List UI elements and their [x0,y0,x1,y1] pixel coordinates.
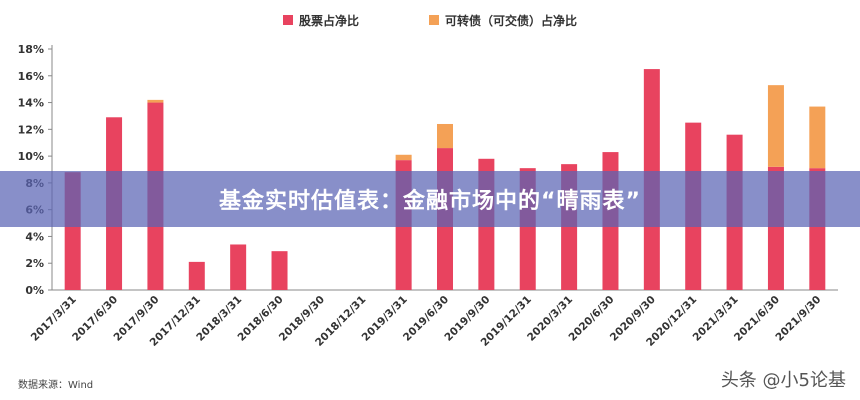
y-tick-label: 12% [18,123,44,136]
bar-stock [271,251,288,290]
data-source-note: 数据来源：Wind [18,380,94,391]
banner-title: 基金实时估值表：金融市场中的“晴雨表” [219,189,641,214]
watermark: 头条 @小5论基 [720,370,846,391]
bar-bond [767,85,784,167]
bar-bond [147,99,164,103]
bar-bond [395,154,412,161]
article-title-banner: 基金实时估值表：金融市场中的“晴雨表” [0,171,860,227]
y-tick-label: 14% [18,97,44,110]
legend-swatch-stock [282,15,293,25]
legend-swatch-bond [429,15,439,25]
legend-item-stock: 股票占净比 [282,12,359,29]
bar-bond [809,106,826,169]
bar-bond [437,123,453,149]
y-tick-label: 10% [18,150,44,163]
chart-legend: 股票占净比 可转债（可交债）占净比 [0,10,860,30]
y-tick-label: 16% [18,70,44,83]
legend-item-bond: 可转债（可交债）占净比 [429,12,577,29]
bar-stock [230,244,247,290]
y-tick-label: 4% [25,230,44,243]
y-tick-label: 0% [25,284,44,297]
legend-label-stock: 股票占净比 [298,13,359,28]
bar-stock [188,261,205,290]
y-tick-label: 2% [25,257,44,270]
legend-label-bond: 可转债（可交债）占净比 [445,13,578,28]
y-tick-label: 18% [18,43,44,56]
